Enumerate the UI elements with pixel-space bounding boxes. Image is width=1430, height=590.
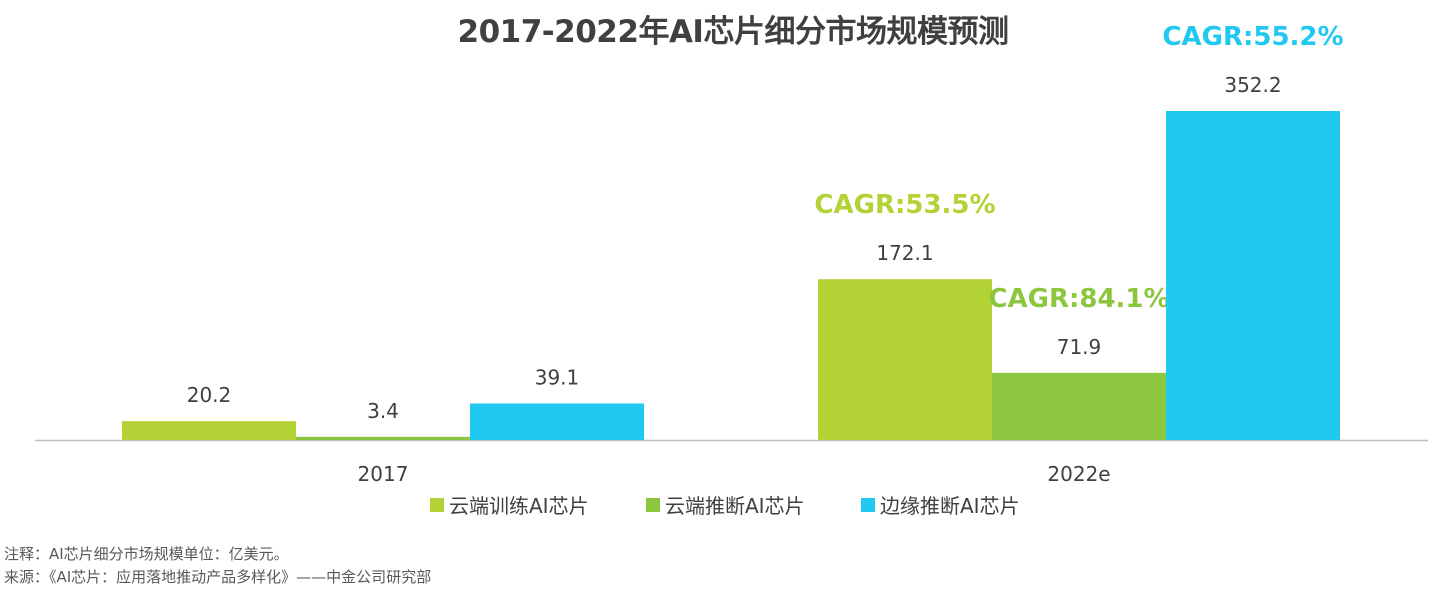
legend-label: 云端推断AI芯片 [665,494,805,518]
x-tick-label: 2022e [1047,462,1110,486]
x-tick-label: 2017 [358,462,409,486]
footnote-text: 注释：AI芯片细分市场规模单位：亿美元。 [4,545,289,563]
legend-swatch [646,498,660,512]
data-label: 71.9 [1057,335,1102,359]
data-label: 39.1 [535,365,580,389]
legend-label: 边缘推断AI芯片 [880,494,1020,518]
bar-2017-series-3 [470,403,644,440]
cagr-annotation: CAGR:55.2% [1162,22,1343,52]
data-label: 3.4 [367,399,399,423]
bar-2017-series-2 [296,436,470,440]
bar-2022e-series-3 [1166,111,1340,440]
legend-swatch [430,498,444,512]
bar-2022e-series-2 [992,372,1166,440]
data-label: 352.2 [1224,73,1281,97]
source-text: 来源：《AI芯片：应用落地推动产品多样化》——中金公司研究部 [4,568,432,586]
cagr-annotation: CAGR:84.1% [988,284,1169,314]
legend-swatch [861,498,875,512]
data-label: 20.2 [187,383,232,407]
bar-2022e-series-1 [818,279,992,440]
cagr-annotation: CAGR:53.5% [814,190,995,220]
bar-2017-series-1 [122,421,296,440]
legend-label: 云端训练AI芯片 [449,494,589,518]
bar-chart: 20.2 172.1 CAGR:53.5% 3.4 71.9 CAGR:84.1% 39.1… [35,22,1428,518]
data-label: 172.1 [876,241,933,265]
chart-title: 2017-2022年AI芯片细分市场规模预测 [457,14,1009,50]
